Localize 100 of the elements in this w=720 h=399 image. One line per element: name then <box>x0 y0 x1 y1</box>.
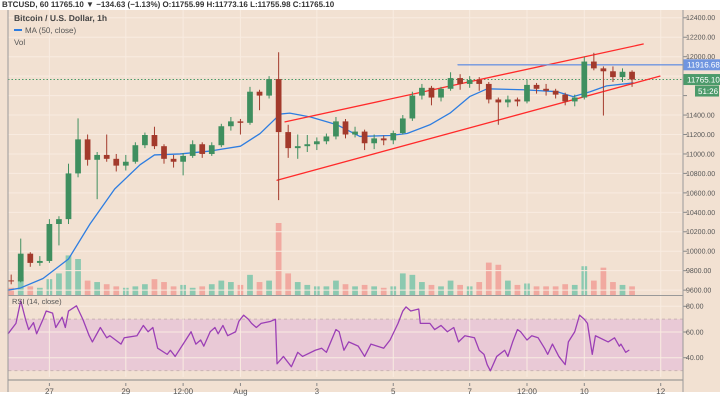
bar <box>590 280 597 295</box>
bar <box>75 259 81 295</box>
bar <box>600 268 606 295</box>
candlestick <box>610 66 616 82</box>
ref-line-label: 11765.10 <box>687 75 720 84</box>
bar <box>505 280 511 295</box>
candlestick <box>448 72 454 92</box>
candlestick <box>620 68 626 82</box>
candlestick <box>94 152 100 200</box>
bar <box>419 282 425 295</box>
candlestick <box>495 97 502 126</box>
bar <box>410 274 416 295</box>
bar <box>428 284 434 295</box>
candlestick <box>238 118 244 136</box>
candlestick <box>218 123 224 148</box>
bar <box>543 286 549 295</box>
candlestick <box>190 140 196 158</box>
bar <box>152 279 158 295</box>
bar <box>56 273 62 295</box>
candlestick <box>362 129 368 151</box>
bar <box>352 286 358 295</box>
bar <box>285 273 292 295</box>
candlestick <box>285 124 292 158</box>
x-tick-label: 27 <box>44 387 54 396</box>
candlestick <box>142 132 148 149</box>
bar <box>629 286 635 295</box>
x-tick-label: 10 <box>580 387 590 396</box>
bar <box>400 273 406 295</box>
candlestick <box>371 134 378 150</box>
bar <box>276 223 282 295</box>
x-tick-label: Aug <box>233 387 248 396</box>
candlestick <box>534 82 540 94</box>
candlestick <box>161 144 167 164</box>
bar <box>66 255 72 295</box>
chart-title: Vol <box>14 38 26 47</box>
x-tick-label: 12 <box>656 387 666 396</box>
candlestick <box>562 92 568 106</box>
bar <box>438 286 444 295</box>
bar <box>247 274 253 295</box>
x-tick-label: 3 <box>314 387 320 396</box>
candlestick <box>600 66 606 116</box>
candlestick <box>113 153 120 172</box>
bar <box>266 280 272 295</box>
chart-title: BTCUSD, 60 11765.10 ▼ −134.63 (−1.13%) O:11755.99 H:11773.16 L:11755.98 C:11765.10 <box>2 0 335 9</box>
x-tick-label: 12:00 <box>173 387 194 396</box>
candlestick <box>552 88 559 100</box>
bar <box>448 280 454 295</box>
candlestick <box>629 70 635 88</box>
bar <box>218 280 224 295</box>
candlestick <box>304 134 310 153</box>
candlestick <box>410 91 416 122</box>
candlestick <box>84 134 90 166</box>
candlestick <box>56 216 62 246</box>
x-tick-label: 29 <box>121 387 131 396</box>
candlestick <box>524 80 530 104</box>
data-label: 11916.68 <box>687 60 720 70</box>
candlestick <box>342 118 348 139</box>
bar <box>362 284 368 295</box>
candlestick <box>208 142 215 156</box>
candlestick <box>152 126 158 150</box>
candlestick <box>170 154 176 168</box>
text: 51:26 <box>698 86 719 96</box>
candlestick <box>333 116 339 140</box>
candlestick <box>294 134 301 160</box>
candlestick <box>466 76 473 88</box>
legend-label: MA (50, close) <box>25 26 76 35</box>
bar <box>342 284 348 295</box>
candlestick <box>104 134 110 162</box>
x-tick-label: 7 <box>467 387 472 396</box>
candlestick <box>36 256 43 266</box>
bar <box>324 286 330 295</box>
candlestick <box>572 94 578 107</box>
bar <box>486 262 492 295</box>
candlestick <box>457 74 463 90</box>
candlestick <box>486 81 492 104</box>
bar <box>256 282 262 295</box>
candlestick <box>180 152 186 176</box>
candlestick <box>419 83 425 100</box>
candlestick <box>505 95 511 108</box>
bar <box>610 282 616 295</box>
candlestick <box>352 126 358 138</box>
candlestick <box>590 52 597 71</box>
x-tick-label: 12:00 <box>516 387 538 396</box>
candlestick <box>122 154 129 171</box>
candlestick <box>27 252 34 268</box>
candlestick <box>199 142 206 158</box>
bar <box>333 280 339 295</box>
candlestick <box>476 76 482 92</box>
candlestick <box>8 274 14 285</box>
candlestick <box>380 134 387 146</box>
candlestick <box>390 130 396 145</box>
bar <box>534 286 540 295</box>
candlestick <box>438 86 444 102</box>
bar <box>84 280 90 295</box>
bar <box>514 284 520 295</box>
candlestick <box>428 85 434 106</box>
candlestick <box>324 133 330 145</box>
bar <box>161 282 167 295</box>
candlestick <box>266 76 272 100</box>
candlestick <box>256 89 262 111</box>
